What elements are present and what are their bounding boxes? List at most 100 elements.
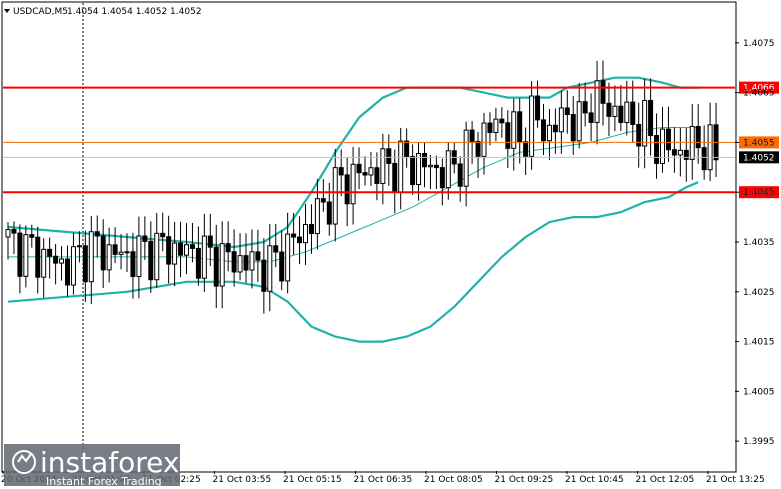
plot-area[interactable] [1,1,737,473]
candle-body [219,243,225,287]
candle-body [392,162,398,193]
candle-body [166,236,172,265]
current-price-tag [739,151,779,164]
candle-body [517,111,523,143]
candle-body [314,198,320,235]
candle-body [65,258,70,286]
candle-body [291,233,297,238]
candle-body [320,198,326,203]
candle-body [630,101,636,125]
candle-body [23,234,29,277]
candle-body [356,163,362,174]
candle-body [53,255,59,264]
candle-body [642,99,648,147]
candle-body [618,105,624,123]
candle-body [481,122,487,157]
candle-body [172,242,178,265]
candle-body [41,248,47,278]
candle-body [160,232,166,238]
candle-body [142,235,148,242]
candle-body [665,128,671,151]
y-tick-label: 1.4025 [743,288,775,298]
level-tag-label: 1.4045 [743,188,775,198]
candle-body [285,233,291,282]
collapse-triangle-icon[interactable] [4,9,10,13]
x-tick-label: 21 Oct 10:45 [565,475,624,485]
candle-body [469,129,475,142]
candle-body [475,140,481,157]
level-tag [739,81,779,94]
x-tick-label: 21 Oct 05:15 [283,475,342,485]
candle-body [231,251,237,273]
candle-body [612,105,618,117]
level-lines [3,86,735,194]
candle-body [59,258,65,264]
candle-body [106,244,112,271]
level-tag-label: 1.4066 [743,84,775,94]
symbol-name: USDCAD,M5 [13,7,68,17]
candle-body [112,244,118,255]
candle-body [35,236,41,278]
candle-body [148,240,154,281]
candle-body [118,251,124,255]
candle-body [374,167,380,184]
candle-body [332,167,338,225]
candle-body [445,150,451,189]
candle-body [404,140,410,157]
candle-body [552,124,558,133]
candle-body [124,251,130,254]
watermark: instaforex Instant Forex Trading [4,444,180,488]
candle-body [297,236,303,244]
candle-body [386,148,392,164]
grid-layer [735,42,739,442]
x-tick-label: 21 Oct 03:55 [213,475,272,485]
candle-body [100,235,106,271]
candle-body [523,141,529,157]
symbol-header: USDCAD,M5 1.4054 1.4054 1.4052 1.4052 [4,7,202,17]
candle-body [695,125,701,149]
candle-body [308,223,314,235]
candle-body [582,101,588,114]
candle-body [427,164,433,168]
candle-body [267,245,273,292]
candle-body [671,149,677,156]
candle-body [184,244,189,256]
candle-body [261,259,267,292]
x-tick-label: 21 Oct 08:05 [424,475,483,485]
candle-body [541,119,546,142]
candle-body [178,242,184,256]
candle-body [237,255,243,273]
candle-body [136,235,142,278]
candle-body [570,113,576,142]
candle-body [677,149,683,156]
candle-body [70,246,76,286]
candle-body [660,128,665,164]
candle-body [439,167,445,189]
candle-body [362,172,368,176]
watermark-box [4,444,180,486]
candle-body [463,129,469,187]
candle-body [499,118,505,124]
current-price-label: 1.4052 [743,153,775,163]
watermark-brand: instaforex [40,446,179,479]
level-tag [739,136,779,149]
x-tick-label: 21 Oct 13:25 [706,475,765,485]
level-tag [739,186,779,199]
symbol-ohlc: 1.4054 1.4054 1.4052 1.4052 [67,7,202,17]
candle-body [154,232,160,281]
candle-body [94,231,100,237]
candle-body [648,99,654,137]
instaforex-logo-icon [12,450,36,474]
y-tick-label: 1.4005 [743,387,775,397]
candle-body [558,107,564,133]
candle-body [17,232,23,277]
candle-body [636,123,642,147]
candle-body [344,174,350,205]
candle-body [606,102,612,117]
candle-body [350,163,356,205]
candles [5,60,719,314]
x-tick-label: 21 Oct 12:05 [636,475,695,485]
level-tag-label: 1.4055 [743,138,775,148]
candle-body [683,149,689,160]
